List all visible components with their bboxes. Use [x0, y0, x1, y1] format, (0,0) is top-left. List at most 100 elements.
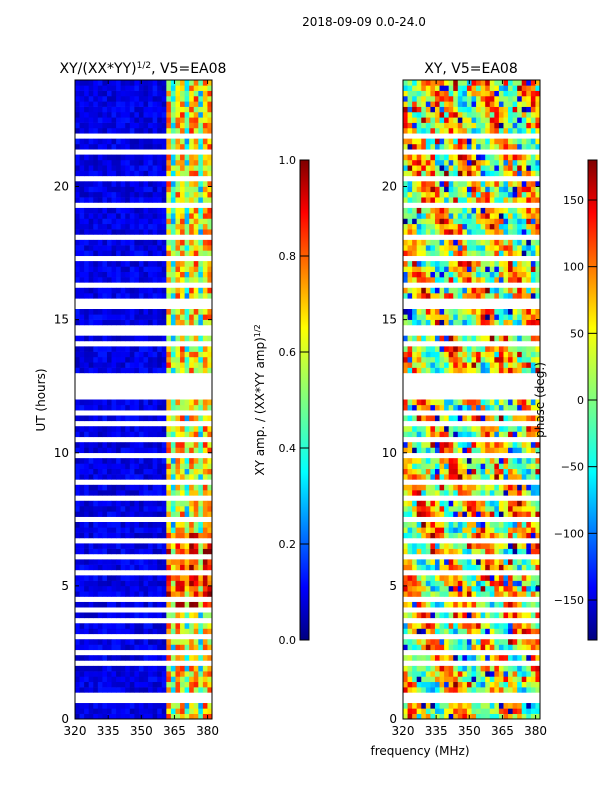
amplitude-cell [116, 713, 122, 720]
amplitude-cell [207, 628, 213, 635]
phase-cell [498, 506, 504, 512]
phase-cell [439, 314, 445, 320]
amplitude-cell [116, 676, 122, 683]
amplitude-cell [184, 85, 190, 91]
amplitude-cell [125, 186, 131, 193]
amplitude-cell [207, 511, 213, 517]
phase-cell [444, 708, 450, 714]
phase-cell [425, 356, 431, 363]
phase-cell [535, 447, 541, 454]
amplitude-cell [138, 239, 144, 246]
phase-cell [508, 245, 513, 251]
amplitude-cell [152, 143, 158, 150]
amplitude-cell [202, 266, 208, 273]
phase-cell [503, 165, 509, 171]
amplitude-cell [106, 229, 112, 235]
amplitude-cell [170, 362, 176, 368]
amplitude-cell [143, 655, 149, 661]
phase-cell [508, 186, 513, 193]
phase-cell [512, 681, 518, 688]
amplitude-cell [189, 362, 195, 368]
phase-cell [517, 708, 523, 714]
amplitude-cell [93, 346, 99, 352]
amplitude-cell [161, 676, 167, 683]
amplitude-cell [189, 612, 195, 619]
phase-cell [517, 261, 523, 267]
phase-cell [476, 181, 482, 187]
phase-cell [416, 250, 422, 257]
amplitude-cell [166, 277, 172, 283]
phase-cell [434, 431, 440, 438]
amplitude-cell [111, 687, 117, 693]
amplitude-cell [93, 181, 99, 187]
phase-cell [476, 356, 482, 363]
amplitude-cell [161, 308, 167, 315]
amplitude-cell [84, 319, 90, 326]
amplitude-cell [193, 639, 199, 645]
amplitude-cell [207, 612, 213, 619]
phase-cell [498, 293, 504, 299]
phase-cell [485, 351, 491, 358]
phase-cell [416, 362, 422, 368]
phase-cell [508, 319, 513, 326]
phase-cell [466, 261, 472, 267]
amplitude-cell [148, 122, 154, 129]
amplitude-cell [184, 239, 190, 246]
amplitude-cell [79, 559, 85, 565]
amplitude-cell [120, 580, 126, 587]
phase-cell [430, 585, 436, 592]
amplitude-cell [161, 527, 167, 533]
phase-cell [412, 676, 418, 683]
amplitude-cell [161, 122, 167, 129]
amplitude-cell [129, 612, 135, 619]
amplitude-cell [138, 500, 144, 507]
amplitude-cell [189, 559, 195, 565]
amplitude-cell [106, 442, 112, 448]
phase-cell [462, 463, 468, 470]
phase-cell [476, 415, 482, 422]
amplitude-cell [134, 356, 140, 363]
phase-cell [444, 671, 450, 677]
phase-cell [489, 351, 495, 358]
phase-cell [416, 612, 422, 619]
phase-cell [508, 308, 513, 315]
phase-cell [416, 181, 422, 187]
amplitude-cell [166, 287, 172, 294]
amplitude-cell [143, 601, 149, 608]
amplitude-cell [148, 639, 154, 645]
amplitude-cell [125, 223, 131, 230]
amplitude-cell [88, 521, 94, 528]
amplitude-cell [138, 367, 144, 374]
phase-cell [508, 687, 513, 693]
amplitude-cell [138, 564, 144, 571]
phase-cell [444, 490, 450, 496]
amplitude-cell [175, 314, 181, 320]
amplitude-cell [184, 484, 190, 491]
amplitude-cell [111, 308, 117, 315]
phase-cell [498, 671, 504, 677]
amplitude-cell [143, 308, 149, 315]
phase-cell [403, 245, 408, 251]
amplitude-cell [93, 213, 99, 219]
amplitude-cell [116, 261, 122, 267]
amplitude-cell [198, 676, 204, 683]
phase-cell [421, 447, 427, 454]
amplitude-cell [138, 468, 144, 475]
amplitude-cell [120, 623, 126, 629]
phase-cell [535, 127, 541, 134]
amplitude-cell [93, 308, 99, 315]
phase-cell [439, 154, 445, 161]
amplitude-cell [166, 676, 172, 683]
phase-cell [480, 543, 486, 549]
phase-cell [485, 165, 491, 171]
phase-cell [476, 266, 482, 273]
phase-cell [508, 521, 513, 528]
amplitude-cell [84, 271, 90, 278]
amplitude-cell [148, 106, 154, 113]
amplitude-cell [189, 564, 195, 571]
phase-cell [508, 713, 513, 720]
amplitude-cell [75, 415, 80, 422]
amplitude-cell [93, 713, 99, 720]
amplitude-cell [106, 223, 112, 230]
amplitude-cell [88, 271, 94, 278]
